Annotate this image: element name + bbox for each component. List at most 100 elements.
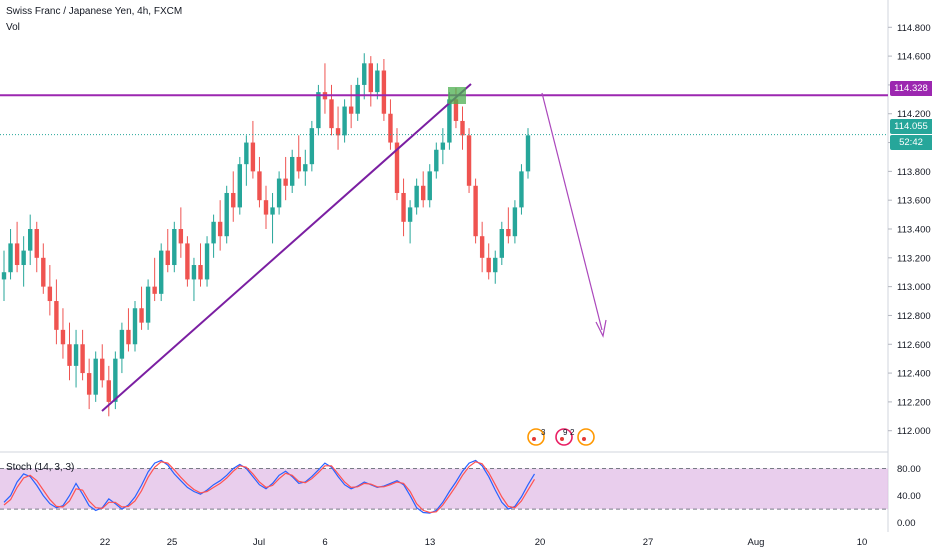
candle-body — [493, 257, 498, 273]
candle-body — [211, 221, 216, 244]
candle-body — [414, 185, 419, 208]
candle-body — [447, 99, 452, 143]
volume-legend[interactable]: Vol — [6, 22, 20, 33]
drawings — [0, 83, 888, 412]
touch-marker — [448, 87, 466, 104]
forecast-arrow — [541, 92, 603, 331]
candle-body — [453, 99, 459, 121]
candle-body — [126, 329, 131, 345]
candle-body — [14, 243, 20, 266]
candle-body — [303, 164, 308, 172]
candle-body — [525, 135, 531, 172]
time-tick-label: Aug — [748, 537, 765, 548]
candle-body — [421, 185, 426, 201]
time-tick-label: 13 — [425, 537, 436, 548]
price-tick-label: 112.200 — [897, 397, 931, 408]
candle-body — [381, 70, 387, 114]
candle-body — [335, 128, 341, 136]
candle-body — [506, 229, 511, 237]
candle-body — [329, 99, 334, 129]
price-tick-label: 112.400 — [897, 369, 931, 380]
candle-body — [198, 265, 203, 280]
stoch-lines — [3, 459, 536, 514]
candle-body — [407, 207, 413, 222]
symbol-legend[interactable]: Swiss Franc / Japanese Yen, 4h, FXCM — [6, 6, 183, 17]
candle-body — [342, 106, 347, 136]
price-tick-label: 112.800 — [897, 311, 931, 322]
candle-body — [309, 128, 315, 165]
candle-body — [41, 257, 46, 287]
candle-body — [519, 171, 524, 208]
event-dot — [532, 437, 536, 441]
candle-body — [178, 229, 184, 244]
candle-body — [316, 92, 321, 129]
candle-body — [34, 229, 39, 258]
candle-body — [355, 84, 360, 114]
candle-body — [440, 142, 446, 150]
stoch-tick-label: 40.00 — [897, 491, 921, 502]
candle-body — [132, 308, 138, 345]
candle-body — [119, 329, 125, 359]
grid-lines — [0, 0, 889, 532]
candle-body — [8, 243, 13, 273]
candle-body — [244, 142, 249, 165]
countdown-tag: 52:42 — [890, 135, 932, 150]
candle-body — [93, 358, 98, 395]
candle-body — [217, 221, 223, 237]
candles — [1, 53, 531, 417]
candle-body — [100, 358, 105, 381]
time-tick-label: 27 — [643, 537, 654, 548]
candle-body — [224, 192, 229, 237]
candle-body — [479, 236, 485, 258]
candle-body — [21, 250, 26, 266]
candle-body — [231, 192, 236, 208]
candle-body — [60, 329, 66, 345]
candle-body — [276, 178, 282, 208]
candle-body — [159, 250, 164, 294]
event-dot — [582, 437, 586, 441]
candle-body — [113, 358, 118, 402]
candle-body — [28, 229, 33, 251]
candle-body — [80, 344, 85, 374]
candle-body — [145, 286, 151, 323]
time-tick-label: Jul — [253, 537, 265, 548]
candle-body — [499, 229, 504, 258]
candle-body — [348, 106, 354, 114]
time-tick-label: 20 — [535, 537, 546, 548]
price-tick-label: 113.400 — [897, 225, 931, 236]
time-tick-label: 10 — [857, 537, 868, 548]
resistance-price-tag: 114.328 — [890, 81, 932, 96]
last-price-tag: 114.055 — [890, 119, 932, 134]
candle-body — [486, 257, 491, 273]
trendline — [101, 83, 472, 412]
price-tick-label: 113.200 — [897, 253, 931, 264]
price-tick-label: 113.000 — [897, 282, 931, 293]
time-tick-label: 22 — [100, 537, 111, 548]
stoch-legend[interactable]: Stoch (14, 3, 3) — [6, 462, 75, 473]
event-count: 3 — [541, 428, 546, 437]
price-tick-label: 114.600 — [897, 52, 931, 63]
price-tick-label: 113.800 — [897, 167, 931, 178]
candle-body — [460, 120, 465, 136]
candle-body — [47, 286, 53, 302]
candle-body — [67, 344, 72, 366]
candle-body — [368, 63, 373, 93]
candle-body — [204, 243, 210, 280]
candle-body — [139, 308, 144, 323]
candle-body — [401, 192, 406, 222]
candle-body — [165, 250, 170, 266]
price-tick-label: 112.000 — [897, 426, 931, 437]
candle-body — [362, 63, 367, 85]
event-marker — [527, 428, 545, 446]
event-count: 2 — [570, 428, 575, 437]
time-tick-label: 6 — [322, 537, 327, 548]
candle-body — [296, 156, 301, 172]
candle-body — [257, 171, 262, 201]
candle-body — [54, 301, 59, 330]
candle-body — [263, 200, 269, 215]
forecast-arrowhead — [595, 319, 607, 338]
stoch-tick-label: 80.00 — [897, 464, 921, 475]
candle-body — [394, 142, 400, 193]
